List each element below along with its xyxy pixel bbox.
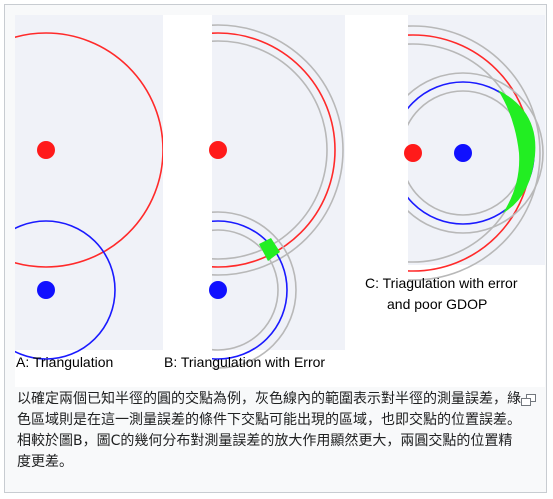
panel-b-label: B: Triangulation with Error (164, 354, 325, 370)
panel-a-blue-circle (15, 220, 116, 360)
panel-b-blue-circle (212, 220, 288, 360)
panel-b-red-inner-error (212, 40, 328, 260)
panel-b-error-region (259, 238, 280, 261)
panel-c-error-region (498, 90, 536, 213)
panel-a-label: A: Triangulation (16, 354, 113, 370)
panel-c-label-line1: C: Triagulation with error (365, 275, 518, 291)
panel-a (15, 32, 163, 360)
panel-a-background (15, 15, 163, 350)
panel-c-label-line2: and poor GDOP (387, 296, 487, 312)
panel-a-red-center (37, 141, 55, 159)
figure-frame: A: Triangulation B: Triangulation with E… (4, 4, 547, 493)
panel-a-red-circle (15, 32, 163, 268)
panel-b-blue-inner-error (212, 229, 279, 351)
figure-caption: 以確定兩個已知半徑的圓的交點為例，灰色線內的範圍表示對半徑的測量誤差，綠色區域則… (17, 391, 521, 470)
triangulation-diagram: A: Triangulation B: Triangulation with E… (15, 15, 545, 370)
panel-b-blue-center (209, 281, 227, 299)
panel-b-background (212, 15, 345, 350)
panel-a-blue-center (37, 281, 55, 299)
panel-b (212, 24, 344, 369)
panel-c-blue-outer-error (408, 72, 544, 234)
figure-image[interactable]: A: Triangulation B: Triangulation with E… (15, 15, 545, 387)
panel-b-red-center (209, 141, 227, 159)
panel-b-blue-outer-error (212, 211, 297, 369)
panel-b-red-outer-error (212, 24, 344, 276)
panel-c-red-center (404, 144, 422, 162)
panel-c-blue-center (454, 144, 472, 162)
panel-c (408, 25, 544, 281)
enlarge-icon[interactable] (521, 391, 536, 406)
panel-b-red-circle (212, 32, 336, 268)
panel-c-red-outer-error (408, 25, 541, 281)
